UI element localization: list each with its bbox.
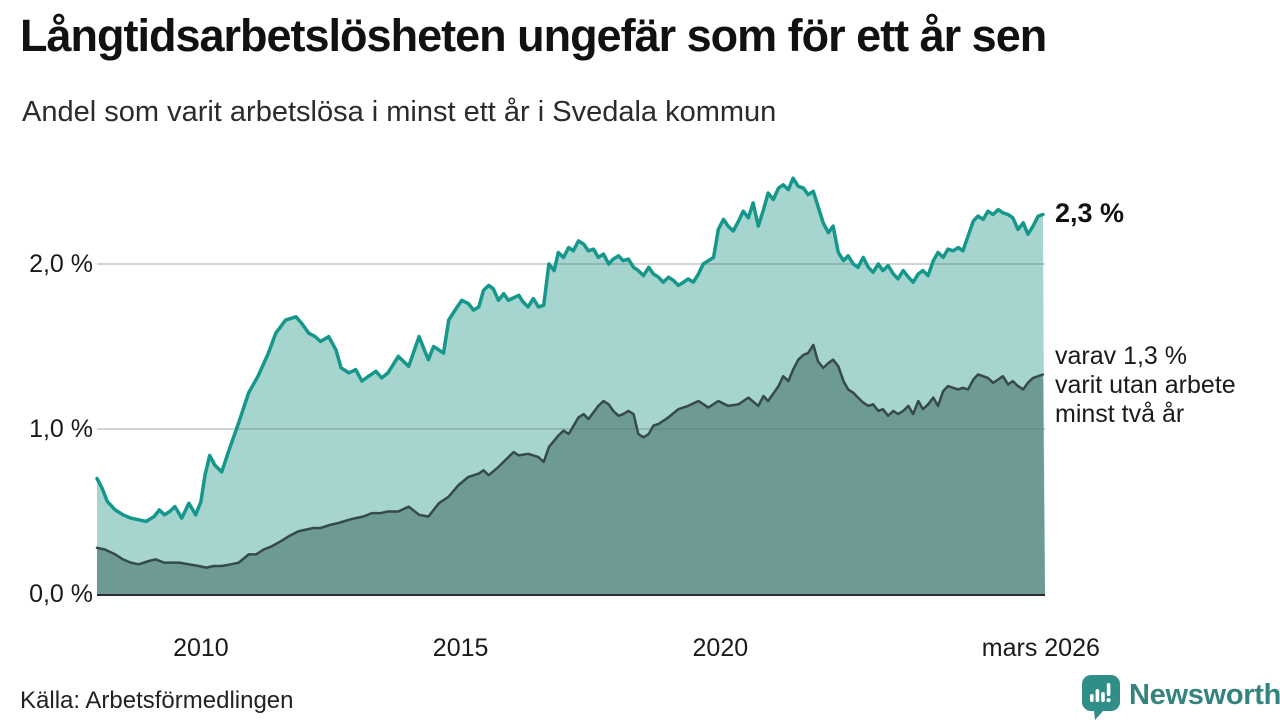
- newsworthy-wordmark: Newsworthy: [1129, 679, 1280, 711]
- icon-bars: [1090, 683, 1111, 703]
- y-tick-label: 2,0 %: [29, 250, 93, 278]
- series-line-0: [95, 176, 1045, 524]
- icon-bubble-shape: [1082, 675, 1120, 720]
- x-tick-label: 2010: [173, 634, 229, 662]
- x-tick-label: 2020: [692, 634, 749, 662]
- y-tick-label: 1,0 %: [29, 415, 93, 443]
- y-tick-label: 0,0 %: [29, 580, 93, 608]
- subset-annotation-line1: varav 1,3 %: [1055, 342, 1188, 370]
- series-area-1: [97, 344, 1045, 594]
- subset-annotation-line3: minst två år: [1055, 400, 1185, 428]
- source-label: Källa: Arbetsförmedlingen: [20, 687, 294, 714]
- chart-subtitle: Andel som varit arbetslösa i minst ett å…: [22, 96, 777, 128]
- x-tick-label: 2015: [432, 634, 489, 662]
- newsworthy-logo: Newsworthy: [1082, 675, 1280, 720]
- newsworthy-bubble-chart-icon: [1082, 675, 1120, 720]
- x-tick-label: mars 2026: [981, 634, 1100, 662]
- subset-annotation: varav 1,3 % varit utan arbete minst två …: [1055, 342, 1236, 429]
- chart-title: Långtidsarbetslösheten ungefär som för e…: [20, 10, 1047, 61]
- series-line-1: [95, 343, 1045, 569]
- latest-value-label: 2,3 %: [1055, 198, 1125, 228]
- subset-annotation-line2: varit utan arbete: [1055, 371, 1236, 399]
